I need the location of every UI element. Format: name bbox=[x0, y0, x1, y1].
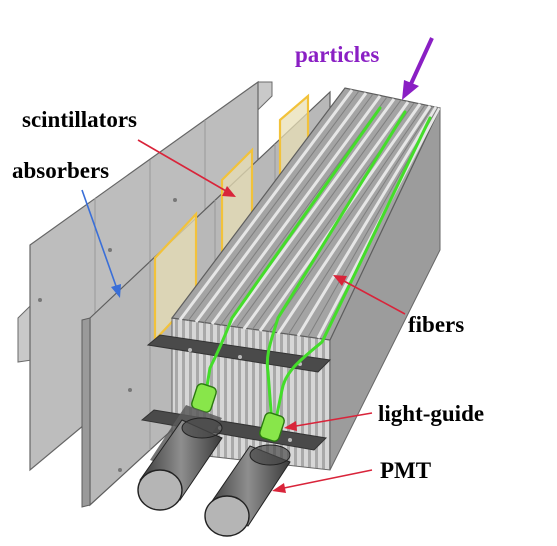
particles-arrow bbox=[402, 37, 434, 100]
label-absorbers: absorbers bbox=[12, 158, 109, 183]
pmt-2 bbox=[204, 444, 291, 537]
fibers-arrow bbox=[333, 275, 406, 315]
absorbers-arrow bbox=[81, 189, 121, 298]
label-fibers: fibers bbox=[408, 312, 464, 337]
pmt-arrow bbox=[272, 469, 373, 493]
label-pmt: PMT bbox=[380, 458, 431, 483]
pmt-1 bbox=[137, 405, 223, 511]
label-light-guide: light-guide bbox=[378, 401, 484, 426]
support-bar-upper bbox=[146, 334, 332, 373]
light-guide-arrow bbox=[284, 412, 373, 431]
label-particles: particles bbox=[295, 42, 379, 67]
light-guide-2 bbox=[259, 412, 285, 442]
scintillators-arrow bbox=[137, 139, 236, 197]
wls-fibers bbox=[204, 106, 432, 426]
label-scintillators: scintillators bbox=[22, 107, 137, 132]
